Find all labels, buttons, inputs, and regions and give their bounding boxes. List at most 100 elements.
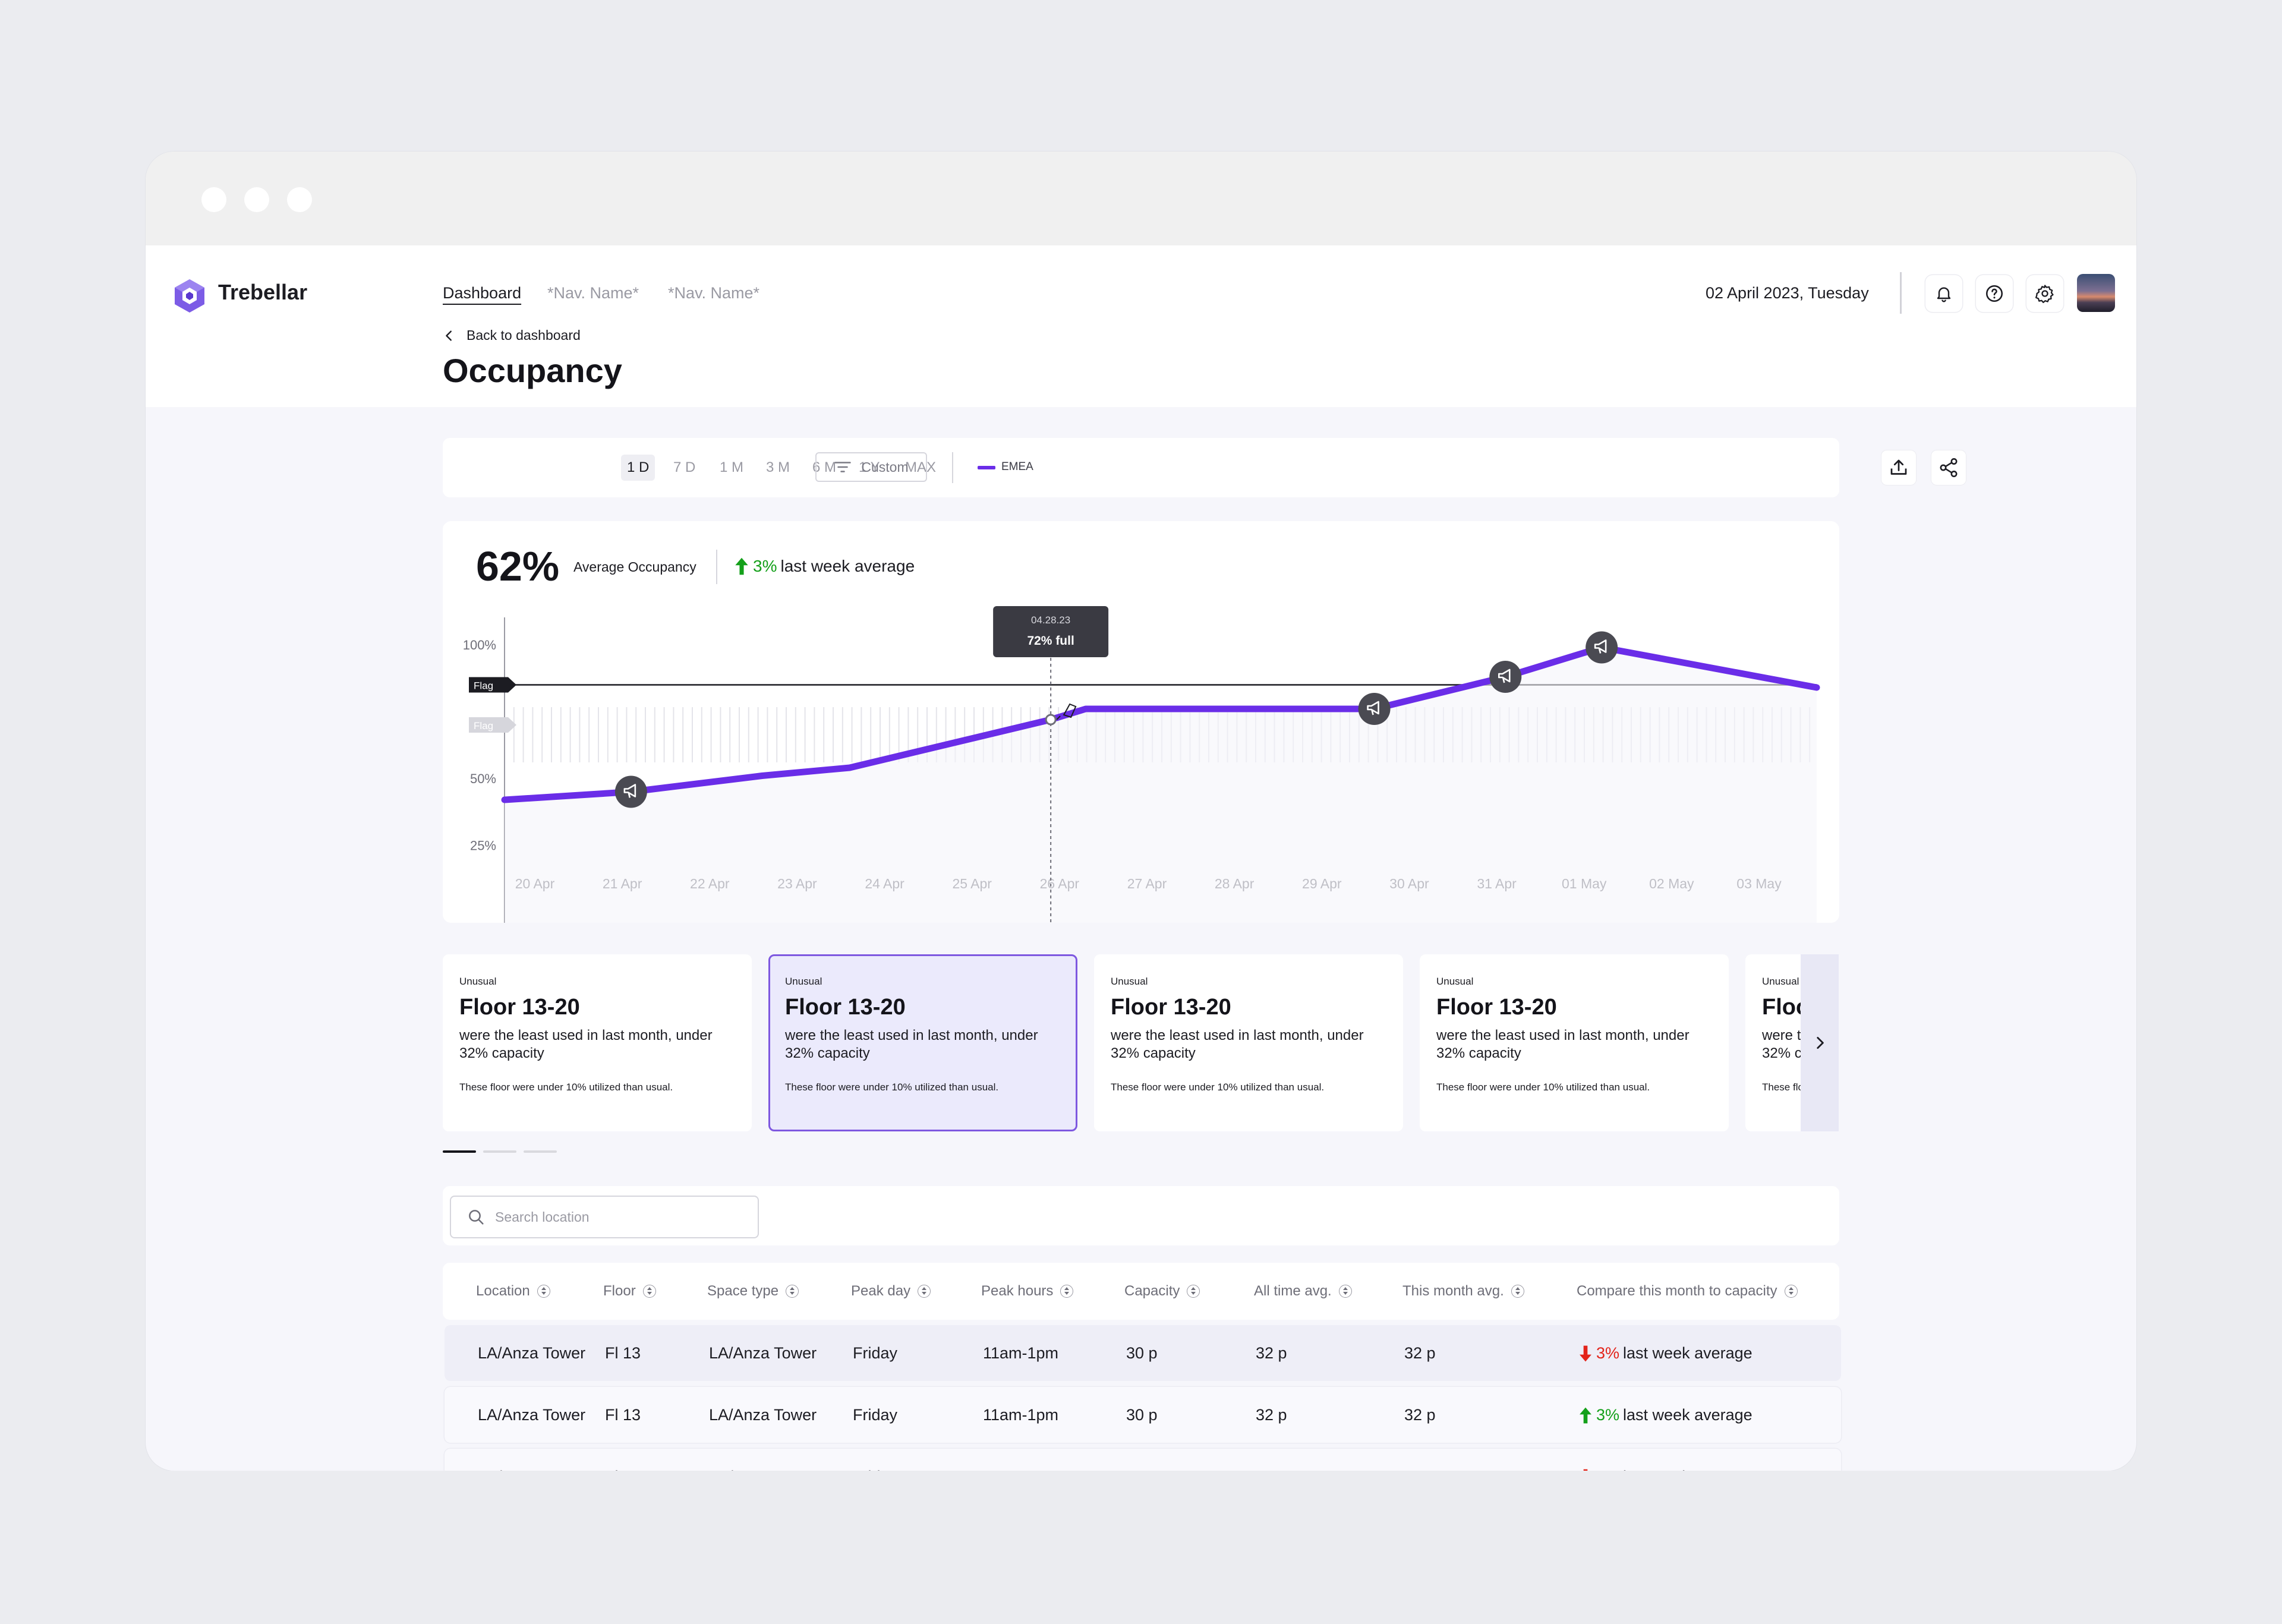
insight-title: Floor 13-20: [1436, 995, 1557, 1020]
insight-tag: Unusual: [785, 976, 822, 987]
carousel-indicator[interactable]: [524, 1150, 557, 1153]
cards-next-button[interactable]: [1801, 954, 1839, 1131]
insight-note: These floor were under 10% utilized than…: [1436, 1081, 1650, 1093]
sort-icon[interactable]: [918, 1285, 931, 1298]
column-all-time-avg[interactable]: All time avg.: [1254, 1283, 1352, 1300]
page-title: Occupancy: [443, 352, 622, 389]
sort-icon[interactable]: [537, 1285, 550, 1298]
window-close-dot[interactable]: [201, 187, 226, 212]
megaphone-icon: [1498, 668, 1511, 683]
arrow-down-icon: [1580, 1345, 1591, 1361]
custom-range-label: Custom: [861, 459, 909, 475]
brand-name: Trebellar: [218, 280, 308, 304]
back-to-dashboard-link[interactable]: Back to dashboard: [443, 327, 581, 343]
insight-card[interactable]: Unusual Floor 13-20 were the least used …: [1420, 954, 1729, 1131]
sort-icon[interactable]: [1784, 1285, 1798, 1298]
header-divider: [1900, 272, 1902, 314]
cell-peak-day: Friday: [853, 1344, 898, 1362]
cell-location: LA/Anza Tower: [478, 1406, 586, 1424]
insight-description: were the least used in last month, under…: [1762, 1027, 1801, 1061]
insight-note: These floor were under 10% utilized than…: [459, 1081, 673, 1093]
column-label: This month avg.: [1402, 1283, 1504, 1299]
sort-icon[interactable]: [1338, 1285, 1352, 1298]
column-peak-hours[interactable]: Peak hours: [981, 1283, 1074, 1300]
insight-card[interactable]: Unusual Floor 13-20 were the least used …: [443, 954, 752, 1131]
carousel-indicator[interactable]: [483, 1150, 516, 1153]
page-background-bottom: [0, 1471, 2282, 1624]
insight-note: These floor were under 10% utilized than…: [785, 1081, 999, 1093]
column-compare-capacity[interactable]: Compare this month to capacity: [1577, 1283, 1798, 1300]
window-maximize-dot[interactable]: [287, 187, 312, 212]
cell-floor: Fl 13: [605, 1344, 641, 1362]
table-row[interactable]: LA/Anza Tower Fl 13 LA/Anza Tower Friday 11a…: [445, 1387, 1841, 1443]
sort-icon[interactable]: [786, 1285, 799, 1298]
insight-card-selected[interactable]: Unusual Floor 13-20 were the least used …: [768, 954, 1077, 1131]
sort-icon[interactable]: [1187, 1285, 1200, 1298]
sort-icon[interactable]: [642, 1285, 656, 1298]
nav-item-3[interactable]: *Nav. Name*: [668, 284, 760, 302]
custom-range-button[interactable]: Custom: [815, 452, 927, 482]
timeframe-7d[interactable]: 7 D: [673, 459, 696, 475]
flag-label: Flag: [474, 680, 493, 692]
column-floor[interactable]: Floor: [603, 1283, 656, 1300]
nav-dashboard[interactable]: Dashboard: [443, 284, 522, 302]
help-button[interactable]: [1976, 275, 2013, 312]
column-location[interactable]: Location: [476, 1283, 550, 1300]
insight-card-partial[interactable]: Unusual Floor 13-20 were the least used …: [1745, 954, 1801, 1131]
average-occupancy-value: 62%: [476, 543, 560, 589]
table-header: Location Floor Space type Peak day Peak …: [443, 1263, 1839, 1320]
event-marker: [1358, 693, 1391, 725]
app-header: Trebellar Dashboard *Nav. Name* *Nav. Na…: [146, 245, 2136, 407]
kpi-trend: 3% last week average: [734, 557, 915, 576]
cell-peak-hours: 11am-1pm: [983, 1344, 1059, 1362]
share-button[interactable]: [1931, 450, 1966, 485]
cell-all-time-avg: 32 p: [1256, 1344, 1287, 1362]
notifications-button[interactable]: [1925, 275, 1962, 312]
table-row[interactable]: LA/Anza Tower Fl 13 LA/Anza Tower Friday 11a…: [445, 1325, 1841, 1381]
event-marker: [1489, 661, 1522, 693]
insight-description: were the least used in last month, under…: [785, 1027, 1038, 1061]
insight-title: Floor 13-20: [459, 995, 580, 1020]
insight-card[interactable]: Unusual Floor 13-20 were the least used …: [1094, 954, 1403, 1131]
timeframe-max[interactable]: MAX: [905, 459, 937, 475]
megaphone-icon: [1367, 701, 1379, 715]
kpi-divider: [716, 550, 717, 584]
column-capacity[interactable]: Capacity: [1124, 1283, 1200, 1300]
insight-tag: Unusual: [1111, 976, 1148, 987]
user-avatar[interactable]: [2077, 274, 2115, 312]
column-label: Floor: [603, 1283, 636, 1299]
timeframe-3m[interactable]: 3 M: [766, 459, 790, 475]
timeframe-1m[interactable]: 1 M: [720, 459, 744, 475]
settings-button[interactable]: [2026, 275, 2063, 312]
cell-this-month-avg: 32 p: [1404, 1406, 1436, 1424]
insight-title: Floor 13-20: [785, 995, 906, 1020]
timeframe-1y[interactable]: 1 Y: [859, 459, 880, 475]
nav-item-2[interactable]: *Nav. Name*: [547, 284, 639, 302]
column-peak-day[interactable]: Peak day: [851, 1283, 931, 1300]
column-label: Space type: [707, 1283, 779, 1299]
carousel-indicator-active[interactable]: [443, 1150, 476, 1153]
event-marker: [614, 775, 647, 808]
series-area: [505, 647, 1817, 923]
column-space-type[interactable]: Space type: [707, 1283, 799, 1300]
search-field[interactable]: [450, 1196, 759, 1238]
y-tick-label: 100%: [463, 638, 496, 652]
sort-icon[interactable]: [1511, 1285, 1524, 1298]
search-input[interactable]: [495, 1209, 745, 1225]
share-icon: [1940, 458, 1958, 477]
cell-this-month-avg: 32 p: [1404, 1344, 1436, 1362]
toolbar-overlay: Custom EMEA: [443, 438, 1966, 497]
export-button[interactable]: [1881, 450, 1917, 485]
timeframe-1d[interactable]: 1 D: [621, 455, 655, 481]
window-titlebar: [146, 152, 2136, 245]
window-minimize-dot[interactable]: [244, 187, 269, 212]
y-tick-label: 50%: [470, 771, 496, 786]
flag-label: Flag: [474, 720, 493, 731]
sort-icon[interactable]: [1060, 1285, 1074, 1298]
event-marker: [1586, 631, 1618, 664]
column-label: Capacity: [1124, 1283, 1180, 1299]
occupancy-line-chart[interactable]: 100%50%25%FlagFlag20 Apr21 Apr22 Apr23 A…: [443, 521, 1839, 923]
cell-compare-capacity: 3%last week average: [1578, 1344, 1753, 1363]
gear-icon: [2035, 285, 2054, 304]
column-this-month-avg[interactable]: This month avg.: [1402, 1283, 1524, 1300]
